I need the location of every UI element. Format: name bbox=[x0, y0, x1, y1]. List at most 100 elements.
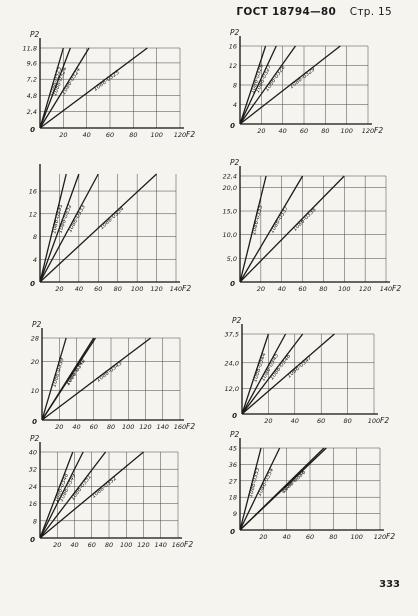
y-tick-label: 24 bbox=[29, 483, 37, 491]
series-line bbox=[39, 173, 158, 283]
y-tick-label: 8 bbox=[33, 233, 37, 241]
origin-label: 0 bbox=[30, 536, 35, 544]
series-line bbox=[241, 333, 270, 415]
chart-panel-5: 20 40 60 80 100 120 140 1601020280P2F21086-0339… bbox=[31, 320, 196, 431]
series-line bbox=[39, 451, 107, 539]
x-tick-label: 60 bbox=[298, 285, 306, 293]
y-tick-label: 12 bbox=[29, 210, 37, 218]
series-line bbox=[239, 45, 277, 125]
x-tick-label: 20 bbox=[259, 533, 267, 541]
series-label: 1086-0337 bbox=[269, 205, 290, 235]
y-tick-label: 11,8 bbox=[23, 45, 37, 53]
x-axis-label: F2 bbox=[186, 130, 195, 139]
series-line bbox=[39, 451, 144, 539]
y-tick-label: 18 bbox=[229, 494, 237, 502]
x-tick-label: 100 bbox=[120, 541, 132, 549]
y-tick-label: 4,8 bbox=[27, 92, 37, 100]
x-axis-label: F2 bbox=[374, 126, 383, 135]
page-header: ГОСТ 18794—80 Стр. 15 bbox=[236, 6, 392, 18]
y-tick-label: 12 bbox=[229, 62, 237, 70]
y-tick-label: 28 bbox=[31, 335, 39, 343]
x-tick-label: 120 bbox=[374, 533, 386, 541]
y-tick-label: 20,0 bbox=[223, 184, 237, 192]
series-line bbox=[39, 47, 64, 129]
y-axis-label: P2 bbox=[230, 158, 240, 167]
x-tick-label: 80 bbox=[107, 423, 115, 431]
series-line bbox=[41, 337, 152, 421]
x-tick-label: 80 bbox=[105, 541, 113, 549]
series-line bbox=[39, 173, 99, 283]
x-tick-label: 100 bbox=[350, 533, 362, 541]
y-tick-label: 20 bbox=[31, 358, 39, 366]
series-line bbox=[39, 173, 80, 283]
series-line bbox=[239, 45, 296, 125]
series-label: 1086-0343 bbox=[96, 360, 124, 383]
x-tick-label: 140 bbox=[170, 285, 182, 293]
y-tick-label: 4 bbox=[33, 256, 37, 264]
x-tick-label: 40 bbox=[278, 285, 286, 293]
x-tick-label: 40 bbox=[83, 131, 91, 139]
y-axis-label: P2 bbox=[230, 28, 240, 37]
x-tick-label: 20 bbox=[257, 285, 265, 293]
origin-label: 0 bbox=[230, 280, 235, 288]
chart-panel-8: 20 40 60 80 100 1209182736450P2F21086-0353108… bbox=[229, 430, 396, 541]
x-tick-label: 80 bbox=[321, 127, 329, 135]
series-label: 1086-0334 bbox=[99, 206, 126, 231]
x-axis-label: F2 bbox=[184, 540, 193, 549]
series-line bbox=[239, 175, 304, 283]
x-tick-label: 100 bbox=[150, 131, 162, 139]
series-line bbox=[241, 333, 287, 415]
x-tick-label: 40 bbox=[72, 423, 80, 431]
y-tick-label: 8 bbox=[233, 82, 237, 90]
chart-panel-7: 20 40 60 80 100 120 140 160 8 16 24 32 40 0 P2 F2 1086-0… bbox=[29, 434, 194, 549]
standard-code: ГОСТ 18794—80 bbox=[236, 6, 337, 18]
origin-label: 0 bbox=[30, 126, 35, 134]
origin-label: 0 bbox=[30, 280, 35, 288]
x-tick-label: 100 bbox=[340, 127, 352, 135]
series-line bbox=[239, 45, 267, 125]
x-tick-label: 80 bbox=[114, 285, 122, 293]
x-axis-label: F2 bbox=[392, 284, 401, 293]
y-tick-label: 16 bbox=[29, 500, 37, 508]
y-axis-label: P2 bbox=[30, 30, 40, 39]
y-tick-label: 16 bbox=[29, 188, 37, 196]
x-tick-label: 100 bbox=[122, 423, 134, 431]
y-axis-label: P2 bbox=[30, 434, 40, 443]
y-tick-label: 4 bbox=[233, 101, 237, 109]
y-axis-label: P2 bbox=[32, 320, 42, 329]
chart-panel-2: 20 40 60 80 100 1204812160P2F21086-03261086-0… bbox=[229, 28, 384, 135]
x-tick-label: 140 bbox=[155, 541, 167, 549]
series-line bbox=[239, 447, 262, 531]
origin-label: 0 bbox=[232, 412, 237, 420]
y-tick-label: 9 bbox=[233, 510, 237, 518]
series-line bbox=[241, 333, 335, 415]
series-line bbox=[41, 337, 67, 421]
series-line bbox=[239, 175, 345, 283]
y-tick-label: 24,0 bbox=[225, 359, 239, 367]
page-number: 333 bbox=[379, 579, 400, 590]
series-line bbox=[41, 337, 97, 421]
series-line bbox=[239, 447, 281, 531]
y-axis-label: P2 bbox=[232, 316, 242, 325]
x-tick-label: 60 bbox=[88, 541, 96, 549]
series-label: 1086-0325 bbox=[93, 69, 121, 92]
x-tick-label: 120 bbox=[174, 131, 186, 139]
series-label: 1086-0329 bbox=[289, 66, 317, 90]
x-tick-label: 60 bbox=[94, 285, 102, 293]
y-tick-label: 10 bbox=[31, 387, 39, 395]
x-tick-label: 60 bbox=[300, 127, 308, 135]
x-tick-label: 80 bbox=[129, 131, 137, 139]
y-tick-label: 45 bbox=[229, 445, 237, 453]
y-tick-label: 16 bbox=[229, 43, 237, 51]
x-tick-label: 80 bbox=[329, 533, 337, 541]
y-tick-label: 8 bbox=[33, 517, 37, 525]
x-axis-label: F2 bbox=[380, 416, 389, 425]
x-tick-label: 60 bbox=[306, 533, 314, 541]
x-tick-label: 40 bbox=[291, 417, 299, 425]
x-tick-label: 60 bbox=[317, 417, 325, 425]
origin-label: 0 bbox=[230, 528, 235, 536]
series-line bbox=[39, 451, 84, 539]
y-tick-label: 27 bbox=[229, 477, 238, 485]
series-line bbox=[39, 47, 90, 129]
